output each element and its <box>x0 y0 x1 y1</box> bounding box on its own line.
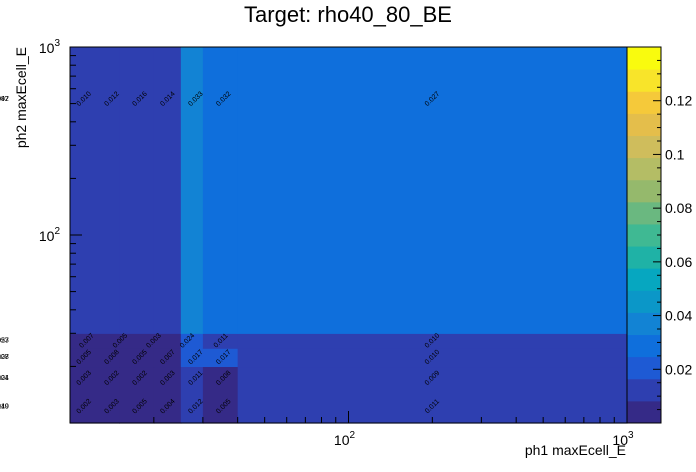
color-scale-tick-label: 0.04 <box>665 308 692 324</box>
heatmap-cell <box>153 333 182 349</box>
cell-value-label: 0.092 <box>0 96 9 103</box>
cell-value-label: 0.140 <box>0 403 9 410</box>
heatmap-cell <box>180 389 204 424</box>
color-scale-bar <box>626 46 662 424</box>
heatmap-cell <box>153 348 182 368</box>
color-scale-band <box>627 334 661 358</box>
color-scale-band <box>627 223 661 247</box>
color-scale-tick-label: 0.02 <box>665 361 692 377</box>
color-scale-band <box>627 47 661 70</box>
heatmap-cell <box>180 333 204 349</box>
color-scale-tick-label: 0.06 <box>665 254 692 270</box>
heatmap-cell <box>70 47 120 334</box>
heatmap-cell <box>153 47 182 334</box>
color-scale-band <box>627 268 661 291</box>
color-scale-band <box>627 356 661 380</box>
color-scale-band <box>627 91 661 114</box>
cell-value-label: 0.104 <box>0 375 9 382</box>
y-tick-label: 102 <box>39 226 61 244</box>
chart-title: Target: rho40_80_BE <box>244 2 452 27</box>
heatmap-cell <box>153 366 182 391</box>
heatmap-cell <box>202 348 239 368</box>
heatmap-cell <box>237 348 628 368</box>
heatmap-cell <box>70 333 120 349</box>
heatmap-cell <box>202 47 239 334</box>
heatmap-cell <box>202 389 239 424</box>
cell-value-label: 0.021 <box>0 375 9 382</box>
heatmap-cell <box>119 348 155 368</box>
color-scale-ticks: 0.02 0.04 0.06 0.08 0.1 0.12 <box>653 59 692 411</box>
heatmap-cell <box>119 47 155 334</box>
x-axis-ticks: 102 103 <box>69 411 634 448</box>
heatmap-cell <box>237 333 628 349</box>
x-axis-label: ph1 maxEcell_E <box>525 442 626 458</box>
heatmap-cell <box>237 366 628 391</box>
color-scale-band <box>627 312 661 336</box>
y-tick-label: 103 <box>39 38 61 56</box>
heatmap-cell <box>180 348 204 368</box>
color-scale-band <box>627 69 661 92</box>
color-scale-band <box>627 378 661 402</box>
heatmap-cell <box>202 366 239 391</box>
heatmap-cell <box>119 389 155 424</box>
heatmap-cell <box>70 389 120 424</box>
color-scale-band <box>627 246 661 269</box>
heatmap-cell <box>202 333 239 349</box>
x-tick-exponent: 3 <box>628 430 634 441</box>
color-scale-band <box>627 135 661 159</box>
color-scale-band <box>627 179 661 203</box>
color-scale-band <box>627 290 661 313</box>
cell-value-label: 0.019 <box>0 403 9 410</box>
y-tick-exponent: 3 <box>54 38 60 49</box>
cell-value-label: 0.027 <box>0 354 9 361</box>
heatmap-cells <box>70 47 628 424</box>
cell-value-label: 0.023 <box>0 338 9 345</box>
color-scale-band <box>627 113 661 136</box>
heatmap-cell <box>180 47 204 334</box>
cell-value-label: 0.047 <box>0 96 9 103</box>
heatmap-cell <box>153 389 182 424</box>
color-scale-tick-label: 0.1 <box>665 146 685 162</box>
color-scale-band <box>627 157 661 181</box>
x-tick-exponent: 2 <box>350 430 356 441</box>
heatmap-cell <box>70 366 120 391</box>
cell-value-label: 0.108 <box>0 354 9 361</box>
heatmap-cell <box>180 366 204 391</box>
heatmap-cell <box>119 366 155 391</box>
color-scale-tick-label: 0.12 <box>665 93 692 109</box>
y-axis-label: ph2 maxEcell_E <box>13 47 29 148</box>
cell-value-label: 0.057 <box>0 338 9 345</box>
heatmap-cell <box>237 47 628 334</box>
y-tick-exponent: 2 <box>54 226 60 237</box>
x-tick-label: 102 <box>334 430 356 448</box>
color-scale-tick-label: 0.08 <box>665 200 692 216</box>
heatmap-cell <box>70 348 120 368</box>
color-scale-band <box>627 201 661 225</box>
heatmap-cell <box>119 333 155 349</box>
color-scale-band <box>627 400 661 424</box>
